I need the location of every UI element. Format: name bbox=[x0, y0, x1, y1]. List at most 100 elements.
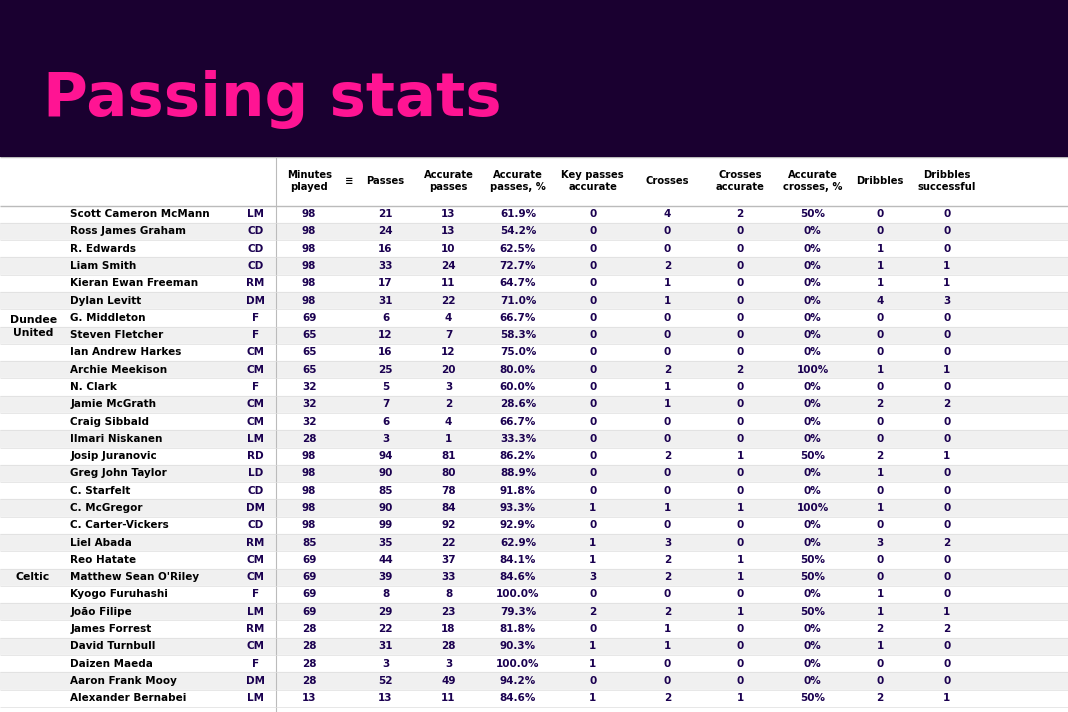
Text: 0: 0 bbox=[943, 676, 951, 686]
Text: Liel Abada: Liel Abada bbox=[70, 538, 132, 548]
Text: Celtic: Celtic bbox=[16, 572, 50, 582]
Text: 4: 4 bbox=[664, 209, 671, 219]
Text: 81.8%: 81.8% bbox=[500, 624, 536, 634]
Text: 0: 0 bbox=[943, 434, 951, 444]
Text: 0: 0 bbox=[737, 347, 743, 357]
Text: 5: 5 bbox=[382, 382, 389, 392]
Text: 50%: 50% bbox=[800, 693, 826, 703]
Text: 0: 0 bbox=[664, 330, 671, 340]
Text: 28: 28 bbox=[441, 642, 456, 651]
Text: 98: 98 bbox=[302, 295, 316, 305]
Text: 11: 11 bbox=[441, 278, 456, 288]
Text: 13: 13 bbox=[441, 209, 456, 219]
Text: 93.3%: 93.3% bbox=[500, 503, 536, 513]
Text: 2: 2 bbox=[664, 572, 671, 582]
Text: 31: 31 bbox=[378, 295, 393, 305]
Bar bbox=[0, 620, 1068, 638]
Text: 0: 0 bbox=[590, 278, 596, 288]
Text: 0%: 0% bbox=[804, 399, 821, 409]
Bar bbox=[0, 586, 1068, 603]
Text: 0%: 0% bbox=[804, 261, 821, 271]
Text: 98: 98 bbox=[302, 468, 316, 478]
Text: DM: DM bbox=[246, 676, 265, 686]
Text: 0: 0 bbox=[590, 417, 596, 426]
Bar bbox=[0, 292, 1068, 309]
Text: 98: 98 bbox=[302, 261, 316, 271]
Text: 98: 98 bbox=[302, 209, 316, 219]
Text: 0%: 0% bbox=[804, 226, 821, 236]
Text: 1: 1 bbox=[590, 642, 596, 651]
Text: 69: 69 bbox=[302, 590, 316, 600]
Text: Aaron Frank Mooy: Aaron Frank Mooy bbox=[70, 676, 177, 686]
Text: 92: 92 bbox=[441, 520, 456, 530]
Text: CM: CM bbox=[247, 417, 264, 426]
Text: Jamie McGrath: Jamie McGrath bbox=[70, 399, 157, 409]
Bar bbox=[0, 396, 1068, 413]
Text: Steven Fletcher: Steven Fletcher bbox=[70, 330, 163, 340]
Text: 84: 84 bbox=[441, 503, 456, 513]
Text: CM: CM bbox=[247, 365, 264, 375]
Text: 39: 39 bbox=[378, 572, 393, 582]
Text: 2: 2 bbox=[664, 607, 671, 617]
Text: 1: 1 bbox=[664, 624, 671, 634]
Text: 0%: 0% bbox=[804, 676, 821, 686]
Text: F: F bbox=[252, 382, 258, 392]
Text: 2: 2 bbox=[877, 693, 883, 703]
Text: Josip Juranovic: Josip Juranovic bbox=[70, 451, 157, 461]
Text: 64.7%: 64.7% bbox=[500, 278, 536, 288]
Text: 0: 0 bbox=[943, 572, 951, 582]
Text: 1: 1 bbox=[590, 503, 596, 513]
Text: 0%: 0% bbox=[804, 244, 821, 253]
Text: 0: 0 bbox=[943, 555, 951, 565]
Text: 0: 0 bbox=[664, 520, 671, 530]
Text: Minutes
played: Minutes played bbox=[286, 170, 332, 192]
Text: 33.3%: 33.3% bbox=[500, 434, 536, 444]
Text: 0: 0 bbox=[877, 209, 883, 219]
Text: 1: 1 bbox=[590, 693, 596, 703]
Text: 62.5%: 62.5% bbox=[500, 244, 536, 253]
Text: 91.8%: 91.8% bbox=[500, 486, 536, 496]
Text: 1: 1 bbox=[737, 607, 743, 617]
Text: 1: 1 bbox=[877, 261, 883, 271]
Text: 80.0%: 80.0% bbox=[500, 365, 536, 375]
Text: LM: LM bbox=[247, 434, 264, 444]
Text: Ian Andrew Harkes: Ian Andrew Harkes bbox=[70, 347, 182, 357]
Text: 25: 25 bbox=[378, 365, 393, 375]
Text: 0: 0 bbox=[590, 676, 596, 686]
Text: 1: 1 bbox=[664, 399, 671, 409]
Text: 0%: 0% bbox=[804, 347, 821, 357]
Text: 0%: 0% bbox=[804, 330, 821, 340]
Text: 0: 0 bbox=[877, 226, 883, 236]
Text: 3: 3 bbox=[590, 572, 596, 582]
Text: 21: 21 bbox=[378, 209, 393, 219]
Text: Matthew Sean O'Riley: Matthew Sean O'Riley bbox=[70, 572, 200, 582]
Text: 2: 2 bbox=[664, 365, 671, 375]
Text: 0: 0 bbox=[664, 486, 671, 496]
Bar bbox=[0, 499, 1068, 517]
Text: F: F bbox=[252, 659, 258, 669]
Text: 1: 1 bbox=[590, 555, 596, 565]
Text: 3: 3 bbox=[877, 538, 883, 548]
Text: 31: 31 bbox=[378, 642, 393, 651]
Text: 98: 98 bbox=[302, 244, 316, 253]
Text: 0: 0 bbox=[590, 209, 596, 219]
Text: 3: 3 bbox=[943, 295, 951, 305]
Text: 0: 0 bbox=[664, 468, 671, 478]
Text: 0: 0 bbox=[737, 486, 743, 496]
Text: 0: 0 bbox=[737, 330, 743, 340]
Text: 28: 28 bbox=[302, 624, 316, 634]
Text: 0: 0 bbox=[943, 209, 951, 219]
Text: 0: 0 bbox=[590, 347, 596, 357]
Text: 24: 24 bbox=[441, 261, 456, 271]
Text: 0: 0 bbox=[737, 295, 743, 305]
Text: Craig Sibbald: Craig Sibbald bbox=[70, 417, 150, 426]
Text: 78: 78 bbox=[441, 486, 456, 496]
Text: 0%: 0% bbox=[804, 295, 821, 305]
Bar bbox=[0, 534, 1068, 551]
Text: 84.6%: 84.6% bbox=[500, 693, 536, 703]
Text: 7: 7 bbox=[382, 399, 389, 409]
Text: N. Clark: N. Clark bbox=[70, 382, 117, 392]
Text: 1: 1 bbox=[664, 382, 671, 392]
Text: 0: 0 bbox=[737, 399, 743, 409]
Bar bbox=[0, 378, 1068, 396]
